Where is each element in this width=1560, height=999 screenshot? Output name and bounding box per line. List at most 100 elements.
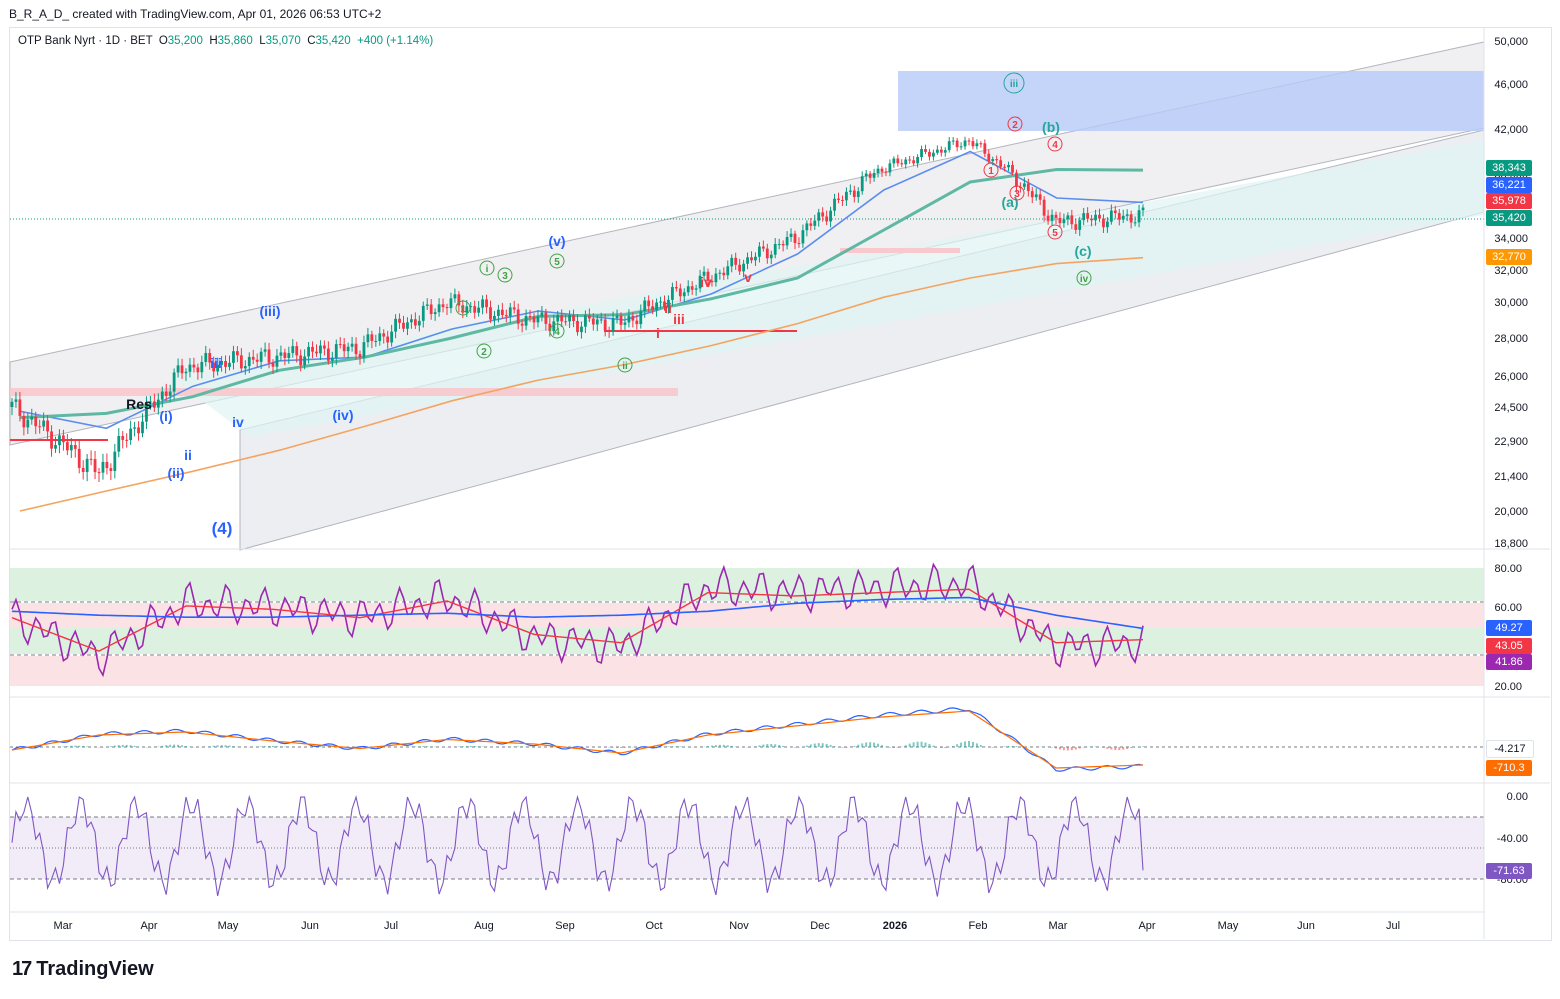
macd-histogram-bar xyxy=(762,744,765,747)
candle-body xyxy=(615,315,619,319)
candle-body xyxy=(469,306,473,308)
target-zone xyxy=(898,71,1484,131)
candle-body xyxy=(208,352,212,363)
macd-histogram-bar xyxy=(275,746,278,747)
candle-body xyxy=(1129,214,1133,223)
candle-body xyxy=(599,319,603,321)
candle-body xyxy=(631,315,635,321)
candle-body xyxy=(184,371,188,374)
symbol-name: OTP Bank Nyrt · 1D · BET xyxy=(18,35,153,47)
candle-body xyxy=(105,461,109,469)
candle-body xyxy=(580,326,583,333)
candle-body xyxy=(916,156,919,164)
candle-body xyxy=(718,272,722,274)
macd-histogram-bar xyxy=(857,744,860,747)
candle-body xyxy=(548,323,552,332)
candle-body xyxy=(1003,166,1006,168)
price-tick-1: 46,000 xyxy=(1494,79,1528,91)
candle-body xyxy=(421,305,425,321)
wave-label-5: ii xyxy=(184,447,192,463)
candle-body xyxy=(793,233,797,244)
candle-body xyxy=(773,244,777,255)
candle-body xyxy=(319,345,322,354)
candle-body xyxy=(979,143,983,145)
macd-histogram-bar xyxy=(932,745,935,747)
wave-label-8: Res xyxy=(126,396,152,412)
wr-tag-0: -71.63 xyxy=(1486,863,1532,879)
macd-histogram-bar xyxy=(821,743,824,747)
macd-histogram-bar xyxy=(1078,747,1081,749)
candle-body xyxy=(18,399,22,416)
candle-body xyxy=(453,294,457,299)
candle-body xyxy=(1090,218,1093,221)
macd-histogram-bar xyxy=(758,745,761,747)
macd-histogram-bar xyxy=(841,747,844,748)
macd-histogram-bar xyxy=(774,744,777,747)
candle-body xyxy=(825,216,829,222)
open-value: 35,200 xyxy=(167,35,203,47)
candle-body xyxy=(200,361,204,373)
macd-histogram-bar xyxy=(129,745,132,747)
macd-histogram-bar xyxy=(928,743,931,747)
candle-body xyxy=(121,436,125,440)
candle-body xyxy=(671,287,674,300)
rsi-tag-0: 49.27 xyxy=(1486,620,1532,636)
time-label-6: Sep xyxy=(555,920,575,932)
macd-histogram-bar xyxy=(960,742,963,747)
candle-body xyxy=(291,346,295,354)
wave-label-20: 4 xyxy=(554,327,560,338)
candle-body xyxy=(172,372,176,392)
macd-histogram-bar xyxy=(1090,746,1093,747)
price-tick-8: 26,000 xyxy=(1494,371,1528,383)
candle-body xyxy=(485,299,488,308)
macd-histogram-bar xyxy=(616,747,619,748)
candle-body xyxy=(777,243,781,245)
macd-tag-1: -710.3 xyxy=(1486,760,1532,776)
candle-body xyxy=(765,248,769,259)
candle-body xyxy=(10,401,14,407)
chart-frame xyxy=(9,27,1552,941)
candle-body xyxy=(995,159,999,161)
candle-body xyxy=(1038,194,1042,200)
macd-histogram-bar xyxy=(1066,747,1069,751)
candle-body xyxy=(129,428,133,441)
wave-label-4: (i) xyxy=(159,408,172,424)
chart-caption: B_R_A_D_ created with TradingView.com, A… xyxy=(9,7,382,21)
candle-body xyxy=(1034,194,1038,198)
rsi-tag-1: 43.05 xyxy=(1486,638,1532,654)
resistance-zone xyxy=(840,248,960,253)
candle-body xyxy=(93,459,97,473)
candle-body xyxy=(489,307,492,320)
time-label-7: Oct xyxy=(645,920,662,932)
macd-histogram-bar xyxy=(86,746,89,747)
candle-body xyxy=(758,246,761,257)
candle-body xyxy=(1098,214,1101,219)
symbol-legend[interactable]: OTP Bank Nyrt · 1D · BET O35,200 H35,860… xyxy=(18,35,433,47)
macd-histogram-bar xyxy=(220,745,223,747)
candle-body xyxy=(888,163,892,173)
macd-histogram-bar xyxy=(469,745,472,747)
candle-body xyxy=(441,304,445,308)
candle-body xyxy=(1011,165,1014,173)
macd-histogram-bar xyxy=(809,744,812,747)
candle-body xyxy=(398,318,401,323)
candle-body xyxy=(406,322,409,329)
wave-label-23: 2 xyxy=(1012,120,1018,131)
candle-body xyxy=(959,146,963,148)
wave-circle xyxy=(1076,270,1092,286)
price-tick-9: 24,500 xyxy=(1494,402,1528,414)
candle-body xyxy=(975,143,979,147)
candle-body xyxy=(350,343,354,347)
candle-body xyxy=(38,426,42,428)
macd-histogram-bar xyxy=(952,745,955,747)
macd-histogram-bar xyxy=(794,747,796,748)
candle-body xyxy=(497,309,500,316)
price-tag-4: 32,770 xyxy=(1486,249,1532,265)
macd-histogram-bar xyxy=(770,743,773,747)
candle-body xyxy=(1030,191,1034,198)
candle-body xyxy=(647,300,651,307)
macd-histogram-bar xyxy=(1058,747,1061,750)
candle-body xyxy=(924,149,927,152)
macd-histogram-bar xyxy=(1003,746,1006,747)
